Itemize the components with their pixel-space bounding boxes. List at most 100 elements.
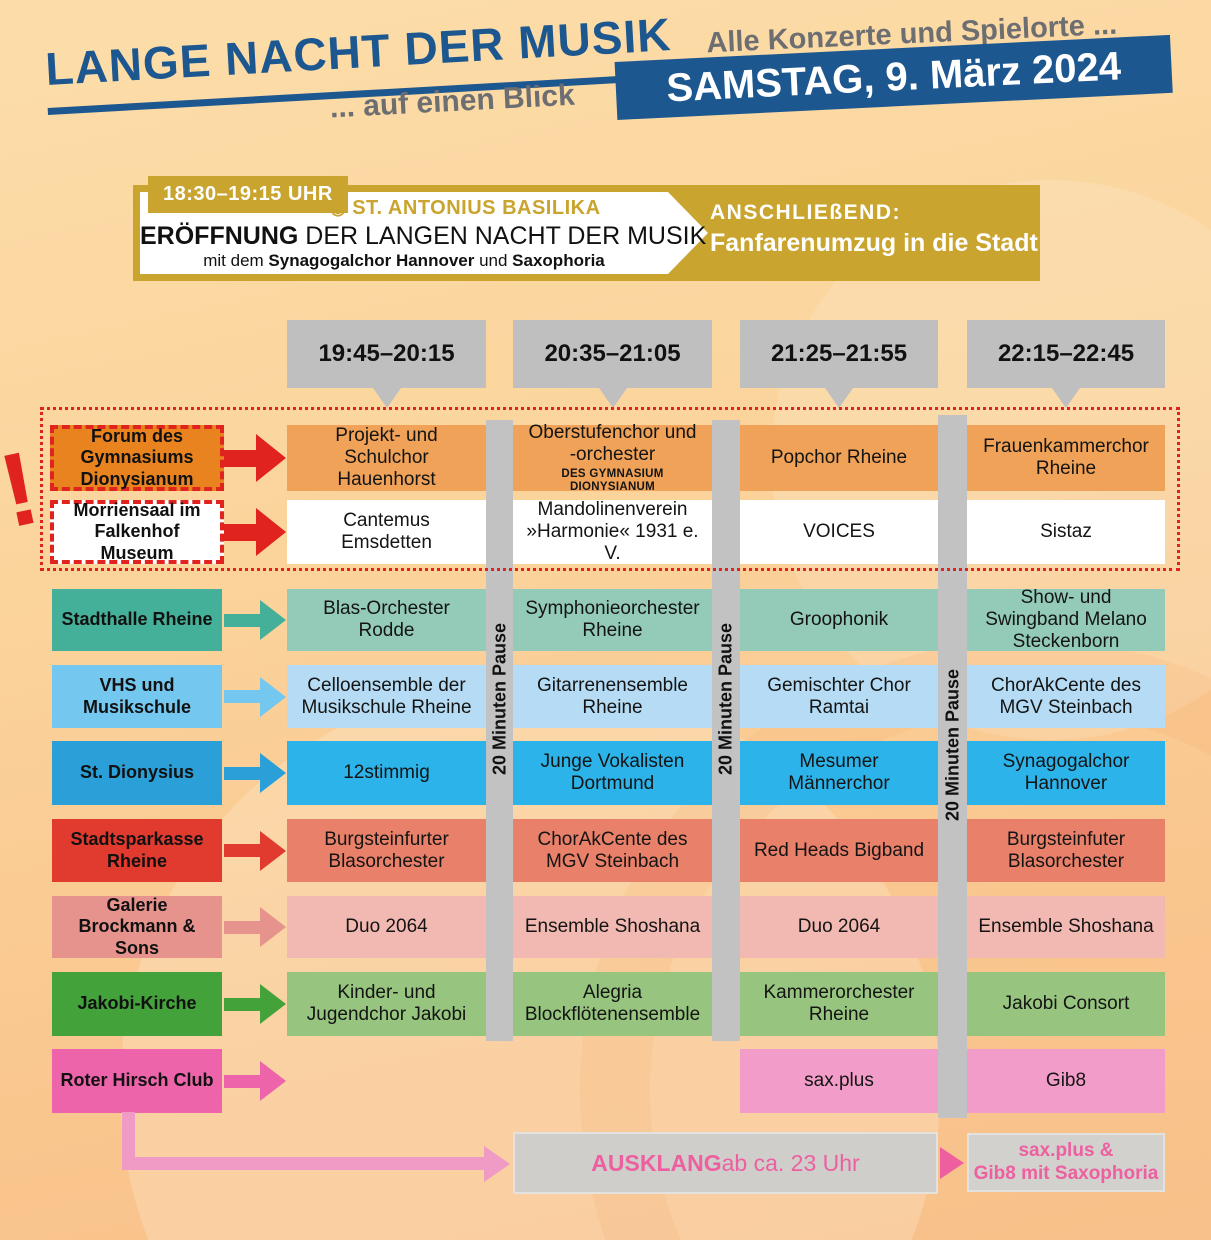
opening-subline: mit dem Synagogalchor Hannover und Saxop… bbox=[140, 251, 668, 271]
act-name: Symphonieorchester Rheine bbox=[525, 598, 700, 641]
schedule-cell: Burgsteinfurter Blasorchester bbox=[287, 819, 486, 882]
opening-sub-band: Saxophoria bbox=[512, 251, 605, 270]
act-name: Kinder- und Jugendchor Jakobi bbox=[306, 982, 467, 1025]
act-name: Gib8 bbox=[1045, 1070, 1087, 1092]
arrow-bar bbox=[224, 766, 260, 780]
arrow-bar bbox=[224, 523, 256, 541]
act-name: Gemischter Chor Ramtai bbox=[767, 674, 911, 718]
pause-label: 20 Minuten Pause bbox=[489, 623, 509, 776]
arrow-head bbox=[256, 434, 286, 482]
venue-label-stadtsparkasse: Stadtsparkasse Rheine bbox=[52, 819, 222, 882]
schedule-cell: Mesumer Männerchor bbox=[740, 741, 938, 805]
connector-arrow-head bbox=[484, 1146, 510, 1182]
opening-sub-prefix: mit dem bbox=[203, 251, 269, 270]
act-name: Groophonik bbox=[789, 609, 889, 631]
act-name: Alegria Blockflötenensemble bbox=[524, 982, 701, 1025]
schedule-cell: Symphonieorchester Rheine bbox=[513, 589, 712, 651]
schedule-cell: Frauenkammerchor Rheine bbox=[967, 425, 1165, 491]
act-name: Junge Vokalisten Dortmund bbox=[540, 751, 685, 794]
act-name: VOICES bbox=[803, 521, 875, 543]
arrow-head bbox=[260, 600, 286, 640]
arrow-bar bbox=[224, 920, 260, 934]
final-acts-line1: sax.plus & bbox=[1018, 1139, 1114, 1161]
time-slot-header-1: 19:45–20:15 bbox=[287, 320, 486, 408]
act-name: Red Heads Bigband bbox=[753, 839, 925, 861]
schedule-cell: Burgsteinfuter Blasorchester bbox=[967, 819, 1165, 882]
act-name: Projekt- und Schulchor Hauenhorst bbox=[335, 425, 438, 490]
schedule-cell: Show- und Swingband Melano Steckenborn bbox=[967, 587, 1165, 652]
arrow-right-icon bbox=[224, 589, 286, 651]
schedule-cell: VOICES bbox=[740, 500, 938, 564]
act-name: Sistaz bbox=[1040, 521, 1092, 543]
opening-venue: ◉ ST. ANTONIUS BASILIKA bbox=[330, 197, 601, 220]
after-label: ANSCHLIEßEND: bbox=[710, 201, 901, 224]
schedule-cell: Oberstufenchor und -orchester DES GYMNASI… bbox=[513, 422, 712, 493]
after-text: Fanfarenumzug in die Stadt bbox=[710, 229, 1038, 257]
act-subtext: DES GYMNASIUM DIONYSIANUM bbox=[561, 467, 664, 493]
act-name: Jakobi Consort bbox=[1002, 993, 1130, 1015]
opening-heading-bold: ERÖFFNUNG bbox=[140, 222, 299, 250]
schedule-cell: Ensemble Shoshana bbox=[513, 896, 712, 958]
ausklang-bar: AUSKLANG ab ca. 23 Uhr bbox=[513, 1132, 938, 1194]
pause-label: 20 Minuten Pause bbox=[942, 669, 962, 822]
schedule-cell: Alegria Blockflötenensemble bbox=[513, 972, 712, 1036]
act-name: Blas-Orchester Rodde bbox=[323, 598, 450, 641]
venue-label-vhs: VHS und Musikschule bbox=[52, 665, 222, 728]
connector-line-horizontal bbox=[122, 1157, 484, 1170]
act-name: Kammerorchester Rheine bbox=[763, 982, 915, 1025]
act-name: Duo 2064 bbox=[797, 916, 881, 938]
arrow-right-icon bbox=[224, 972, 286, 1036]
schedule-cell: Kinder- und Jugendchor Jakobi bbox=[287, 972, 486, 1036]
schedule-cell: Duo 2064 bbox=[287, 896, 486, 958]
arrow-head bbox=[260, 984, 286, 1024]
final-acts-box: sax.plus & Gib8 mit Saxophoria bbox=[967, 1133, 1165, 1192]
arrow-right-icon bbox=[224, 819, 286, 882]
target-icon: ◉ bbox=[330, 198, 347, 218]
pause-bar-1: 20 Minuten Pause bbox=[486, 420, 513, 1041]
opening-sub-mid: und bbox=[474, 251, 513, 270]
opening-after-block: ANSCHLIEßEND: Fanfarenumzug in die Stadt bbox=[710, 201, 1038, 258]
act-name: Burgsteinfuter Blasorchester bbox=[1006, 828, 1126, 872]
act-name: Duo 2064 bbox=[345, 916, 428, 938]
arrow-bar bbox=[224, 997, 260, 1011]
arrow-head bbox=[260, 907, 286, 947]
connector-line-vertical bbox=[122, 1112, 135, 1170]
opening-heading-rest: DER LANGEN NACHT DER MUSIK bbox=[298, 222, 707, 250]
act-name: Synagogalchor Hannover bbox=[1002, 751, 1130, 794]
time-slot-header-3: 21:25–21:55 bbox=[740, 320, 938, 408]
ausklang-time: ab ca. 23 Uhr bbox=[721, 1149, 860, 1176]
schedule-cell: ChorAkCente des MGV Steinbach bbox=[967, 665, 1165, 728]
schedule-cell: Mandolinenverein »Harmonie« 1931 e. V. bbox=[513, 499, 712, 564]
act-name: sax.plus bbox=[804, 1070, 874, 1092]
pause-bar-3: 20 Minuten Pause bbox=[938, 415, 967, 1118]
act-name: ChorAkCente des MGV Steinbach bbox=[991, 674, 1141, 718]
arrow-right-icon bbox=[224, 425, 286, 491]
schedule-cell: Blas-Orchester Rodde bbox=[287, 589, 486, 651]
pause-bar-2: 20 Minuten Pause bbox=[712, 420, 740, 1041]
opening-heading: ERÖFFNUNG DER LANGEN NACHT DER MUSIK bbox=[140, 222, 706, 251]
arrow-right-icon bbox=[224, 665, 286, 728]
act-name: Ensemble Shoshana bbox=[524, 916, 701, 938]
arrow-bar bbox=[224, 844, 260, 857]
venue-label-forum-dionysianum: Forum des Gymnasiums Dionysianum bbox=[50, 425, 224, 491]
act-name: Cantemus Emsdetten bbox=[341, 510, 432, 553]
schedule-cell: Gemischter Chor Ramtai bbox=[740, 665, 938, 728]
act-name: Ensemble Shoshana bbox=[978, 916, 1154, 938]
arrow-head bbox=[260, 753, 286, 793]
schedule-cell: 12stimmig bbox=[287, 741, 486, 805]
schedule-cell: Duo 2064 bbox=[740, 896, 938, 958]
venue-label-st-dionysius: St. Dionysius bbox=[52, 741, 222, 805]
arrow-head bbox=[260, 830, 286, 871]
arrow-head bbox=[260, 1061, 286, 1101]
venue-label-roter-hirsch: Roter Hirsch Club bbox=[52, 1049, 222, 1113]
act-name: ChorAkCente des MGV Steinbach bbox=[537, 828, 688, 872]
arrow-right-icon bbox=[224, 500, 286, 564]
venue-label-jakobi-kirche: Jakobi-Kirche bbox=[52, 972, 222, 1036]
act-name: Celloensemble der Musikschule Rheine bbox=[301, 674, 472, 718]
arrow-right-icon bbox=[224, 1049, 286, 1113]
highlight-dotted-frame bbox=[40, 407, 1180, 571]
act-name: Show- und Swingband Melano Steckenborn bbox=[985, 587, 1147, 652]
opening-arrow-shape bbox=[668, 192, 708, 274]
schedule-cell: ChorAkCente des MGV Steinbach bbox=[513, 819, 712, 882]
